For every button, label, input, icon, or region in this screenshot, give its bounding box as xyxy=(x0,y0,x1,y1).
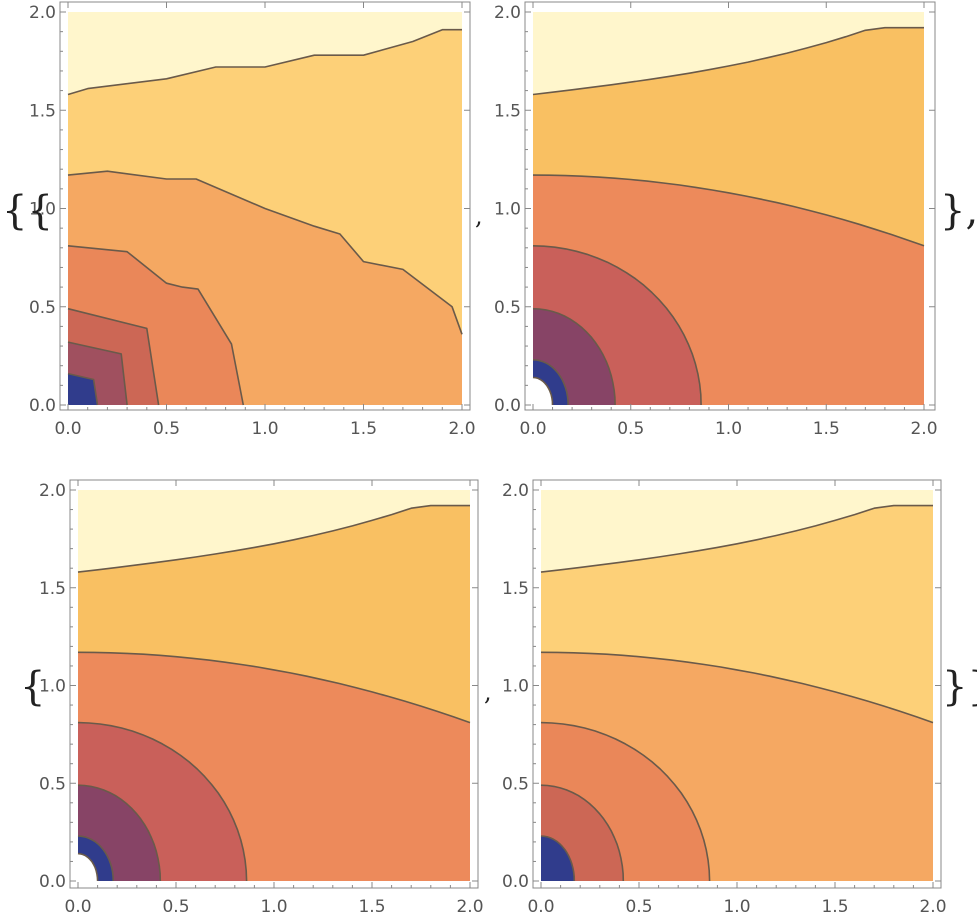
contour-panel-1: 0.0 0.0 0.5 0.5 1.0 1.0 1.5 1.5 2.0 2.0 xyxy=(29,1,476,439)
comma-row1: , xyxy=(475,202,483,230)
x-tick-label: 1.0 xyxy=(723,897,750,917)
y-tick-label: 2.0 xyxy=(29,3,56,23)
contour-line-6 xyxy=(77,852,99,882)
y-tick-label: 0.5 xyxy=(39,774,66,794)
bracket-row1-open: {{ xyxy=(2,188,53,234)
y-tick-label: 1.5 xyxy=(29,101,56,121)
band-5 xyxy=(541,785,933,881)
x-tick-label: 0.5 xyxy=(617,419,644,439)
contour-line-2 xyxy=(77,651,471,724)
x-tick-label: 1.0 xyxy=(260,897,287,917)
y-tick-label: 1.5 xyxy=(39,579,66,599)
plot-frame xyxy=(524,1,936,411)
band-5 xyxy=(533,308,924,405)
x-tick-label: 2.0 xyxy=(910,419,937,439)
contour-line-1 xyxy=(540,504,933,573)
contour-line-5 xyxy=(67,341,128,406)
x-tick-label: 0.5 xyxy=(162,897,189,917)
contour-line-1 xyxy=(532,26,924,96)
contour-line-2 xyxy=(532,174,925,247)
y-tick-label: 0.0 xyxy=(39,872,66,892)
contour-line-6 xyxy=(67,372,99,406)
bracket-row1-close: }, xyxy=(940,188,977,234)
contour-panel-3: 0.0 0.0 0.5 0.5 1.0 1.0 1.5 1.5 2.0 2.0 xyxy=(39,479,484,917)
y-tick-label: 1.0 xyxy=(29,200,56,220)
x-tick-label: 0.0 xyxy=(54,419,81,439)
contour-line-2 xyxy=(67,170,463,335)
y-tick-label: 1.5 xyxy=(494,101,521,121)
y-tick-label: 1.0 xyxy=(502,677,529,697)
x-tick-label: 0.5 xyxy=(625,897,652,917)
y-tick-label: 1.0 xyxy=(494,200,521,220)
contour-panel-4: 0.0 0.0 0.5 0.5 1.0 1.0 1.5 1.5 2.0 2.0 xyxy=(502,479,947,917)
contour-line-1 xyxy=(77,504,470,573)
x-tick-label: 2.0 xyxy=(448,419,475,439)
y-tick-label: 1.5 xyxy=(502,579,529,599)
contour-line-3 xyxy=(532,245,702,406)
x-tick-label: 0.0 xyxy=(64,897,91,917)
y-tick-label: 0.5 xyxy=(502,774,529,794)
x-tick-label: 1.5 xyxy=(358,897,385,917)
contour-line-5 xyxy=(540,835,576,882)
x-tick-label: 2.0 xyxy=(919,897,946,917)
band-4 xyxy=(533,245,924,405)
x-tick-label: 0.0 xyxy=(527,897,554,917)
contour-line-4 xyxy=(532,307,616,406)
x-tick-label: 2.0 xyxy=(456,897,483,917)
y-tick-label: 0.0 xyxy=(502,872,529,892)
bracket-row2-open: { xyxy=(20,664,45,710)
contour-line-4 xyxy=(67,307,160,406)
contour-line-5 xyxy=(77,835,115,882)
y-tick-label: 2.0 xyxy=(502,481,529,501)
contour-line-3 xyxy=(67,245,245,406)
x-tick-label: 1.0 xyxy=(251,419,278,439)
contour-panel-2: 0.0 0.0 0.5 0.5 1.0 1.0 1.5 1.5 2.0 2.0 xyxy=(494,1,938,439)
contour-line-1 xyxy=(67,28,462,96)
y-tick-label: 0.0 xyxy=(29,396,56,416)
comma-row2: , xyxy=(484,678,492,706)
y-tick-label: 1.0 xyxy=(39,677,66,697)
x-tick-label: 0.0 xyxy=(519,419,546,439)
contour-line-3 xyxy=(77,721,248,882)
contour-line-2 xyxy=(540,651,934,724)
y-tick-label: 0.0 xyxy=(494,396,521,416)
contour-line-6 xyxy=(532,376,554,406)
contour-line-3 xyxy=(540,721,711,882)
band-core xyxy=(68,373,98,405)
band-5 xyxy=(78,785,470,881)
contour-line-4 xyxy=(77,784,162,882)
band-4 xyxy=(541,722,933,881)
x-tick-label: 0.5 xyxy=(153,419,180,439)
y-tick-label: 0.5 xyxy=(494,298,521,318)
y-tick-label: 2.0 xyxy=(494,3,521,23)
contour-line-5 xyxy=(532,359,569,406)
x-tick-label: 1.5 xyxy=(813,419,840,439)
y-tick-label: 2.0 xyxy=(39,481,66,501)
band-4 xyxy=(78,722,470,881)
y-tick-label: 0.5 xyxy=(29,298,56,318)
bracket-row2-close: }} xyxy=(942,664,977,710)
x-tick-label: 1.5 xyxy=(821,897,848,917)
x-tick-label: 1.0 xyxy=(715,419,742,439)
contour-line-4 xyxy=(540,784,625,882)
x-tick-label: 1.5 xyxy=(350,419,377,439)
